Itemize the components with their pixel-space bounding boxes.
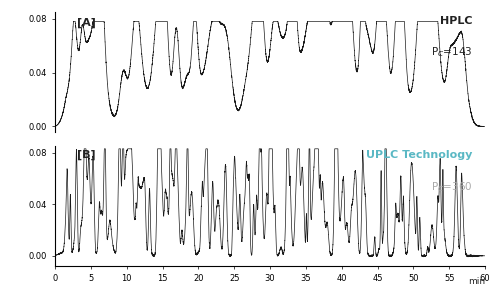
Text: min: min [468,277,485,286]
Text: HPLC: HPLC [440,16,472,25]
Text: UPLC Technology: UPLC Technology [366,150,472,160]
Text: [B]: [B] [76,150,95,160]
Text: P$_C$=143: P$_C$=143 [430,45,472,59]
Text: P$_C$=360: P$_C$=360 [430,180,472,193]
Text: [A]: [A] [76,18,96,28]
